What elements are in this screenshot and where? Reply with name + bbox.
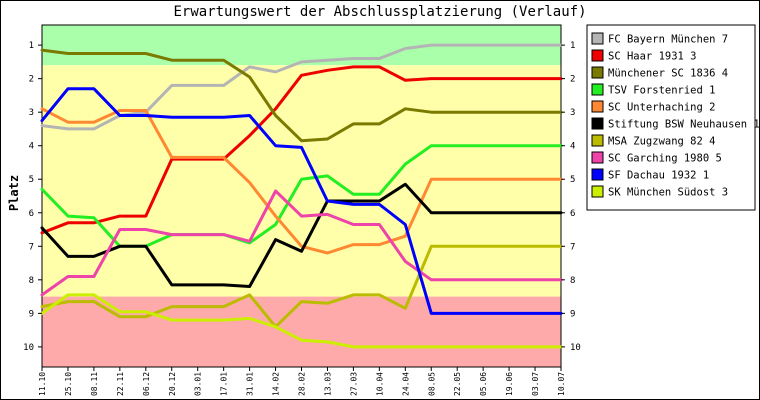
legend-label: SC Garching 1980 5 [608, 153, 722, 165]
y-tick-label: 6 [29, 209, 34, 219]
x-tick-label: 10.04 [375, 372, 384, 396]
y-tick-label: 9 [29, 309, 34, 319]
series-line-7 [40, 189, 563, 297]
legend-box [586, 24, 756, 211]
legend: FC Bayern München 7 SC Haar 1931 3 München… [586, 24, 760, 211]
legend-label: SK München Südost 3 [608, 187, 728, 199]
y-tick-label: 2 [29, 75, 34, 85]
series-line-6 [40, 244, 563, 329]
x-tick-label: 28.02 [298, 372, 307, 396]
series-line-2 [40, 48, 563, 143]
legend-swatch [591, 151, 604, 164]
legend-swatch [591, 66, 604, 79]
legend-label: TSV Forstenried 1 [608, 85, 715, 97]
y-tick-label: 1 [570, 41, 575, 51]
x-tick-label: 19.06 [505, 372, 514, 396]
series-line-5 [40, 182, 563, 288]
y-tick-label: 8 [570, 276, 575, 286]
y-tick-label: 9 [570, 309, 575, 319]
y-tick-label: 1 [29, 41, 34, 51]
y-tick-label: 8 [29, 276, 34, 286]
y-ticks-left: 1 2 3 4 5 6 7 8 9 10 [23, 41, 42, 353]
x-tick-label: 22.11 [116, 372, 125, 396]
y-tick-label: 3 [29, 108, 34, 118]
x-tick-label: 11.10 [38, 372, 47, 396]
legend-label: Stiftung BSW Neuhausen 1 [608, 119, 760, 131]
series-line-9 [40, 293, 563, 349]
series-line-8 [40, 87, 563, 315]
y-tick-label: 5 [570, 175, 575, 185]
x-tick-label: 25.10 [64, 372, 73, 396]
series-lines [40, 43, 563, 349]
legend-label: MSA Zugzwang 82 4 [608, 136, 715, 148]
y-tick-label: 3 [570, 108, 575, 118]
legend-label: SC Haar 1931 3 [608, 51, 697, 63]
x-tick-label: 08.05 [427, 372, 436, 396]
x-tick-label: 14.02 [272, 372, 281, 396]
y-ticks-right: 1 2 3 4 5 6 7 8 9 10 [561, 41, 581, 353]
x-tick-label: 08.11 [90, 372, 99, 396]
x-tick-label: 13.03 [323, 372, 332, 396]
zone-relegation [42, 296, 561, 367]
legend-swatch [591, 117, 604, 130]
chart-title: Erwartungswert der Abschlussplatzierung … [173, 4, 587, 20]
x-tick-label: 24.04 [401, 372, 410, 396]
legend-label: FC Bayern München 7 [608, 34, 728, 46]
y-tick-label: 4 [29, 142, 34, 152]
x-tick-label: 17.01 [220, 372, 229, 396]
y-tick-label: 7 [570, 242, 575, 252]
y-tick-label: 10 [570, 343, 581, 353]
series-line-1 [40, 65, 563, 235]
x-tick-label: 31.01 [246, 372, 255, 396]
y-tick-label: 7 [29, 242, 34, 252]
x-tick-label: 20.12 [168, 372, 177, 396]
legend-swatch [591, 134, 604, 147]
x-tick-label: 22.05 [453, 372, 462, 396]
legend-swatch [591, 100, 604, 113]
legend-swatch [591, 49, 604, 62]
x-tick-label: 10.07 [557, 372, 566, 396]
x-tick-label: 05.06 [479, 372, 488, 396]
legend-label: Münchener SC 1836 4 [608, 68, 728, 80]
legend-swatch [591, 83, 604, 96]
x-tick-label: 27.03 [349, 372, 358, 396]
legend-swatch [591, 168, 604, 181]
y-tick-label: 2 [570, 75, 575, 85]
x-tick-label: 06.12 [142, 372, 151, 396]
legend-label: SF Dachau 1932 1 [608, 170, 709, 182]
legend-swatch [591, 185, 604, 198]
x-ticks: 11.10 25.10 08.11 22.11 06.12 20.12 03.01 17.01… [38, 367, 566, 396]
series-line-4 [40, 107, 563, 255]
y-tick-label: 4 [570, 142, 575, 152]
legend-swatch [591, 32, 604, 45]
x-tick-label: 03.07 [531, 372, 540, 396]
y-tick-label: 6 [570, 209, 575, 219]
legend-label: SC Unterhaching 2 [608, 102, 715, 114]
x-tick-label: 03.01 [194, 372, 203, 396]
y-tick-label: 5 [29, 175, 34, 185]
y-tick-label: 10 [23, 343, 34, 353]
